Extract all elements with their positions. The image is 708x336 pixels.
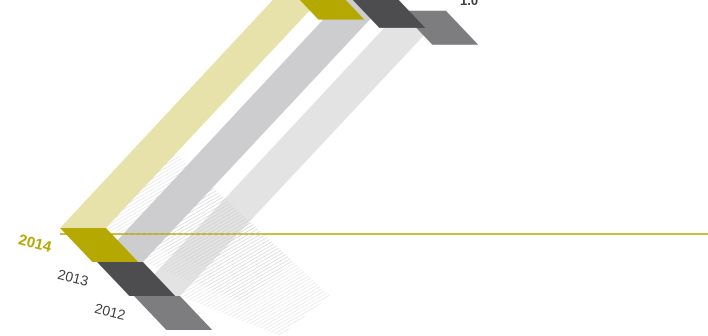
bar-tops xyxy=(299,0,479,45)
bar-shadow-2014 xyxy=(106,153,256,268)
bar-base-2013 xyxy=(97,262,176,296)
value-label-2012: 1.0 xyxy=(460,0,478,8)
hatch-shadows xyxy=(106,153,330,336)
category-label-2013: 2013 xyxy=(56,266,90,289)
bar-top-2012 xyxy=(400,10,479,45)
bar-base-2012 xyxy=(134,296,213,330)
category-label-2012: 2012 xyxy=(93,300,127,323)
bar-top-2014 xyxy=(299,0,365,20)
category-label-2014: 2014 xyxy=(17,231,54,256)
bar-caps xyxy=(60,228,213,330)
bar-band-2014 xyxy=(60,0,320,228)
bar-base-2014 xyxy=(60,228,139,262)
bar-top-2013 xyxy=(352,0,426,28)
